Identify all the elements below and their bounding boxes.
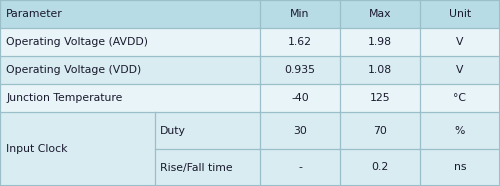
- Text: °C: °C: [454, 93, 466, 103]
- Text: Duty: Duty: [160, 126, 186, 135]
- Text: V: V: [456, 37, 464, 47]
- Bar: [260, 149, 340, 186]
- Bar: [260, 28, 340, 56]
- Bar: [420, 84, 500, 112]
- Bar: [260, 84, 340, 112]
- Text: %: %: [455, 126, 465, 135]
- Text: 70: 70: [373, 126, 387, 135]
- Bar: [0, 112, 155, 186]
- Bar: [260, 56, 340, 84]
- Bar: [155, 149, 260, 186]
- Text: -40: -40: [291, 93, 309, 103]
- Bar: [260, 0, 340, 28]
- Bar: [260, 112, 340, 149]
- Text: Min: Min: [290, 9, 310, 19]
- Bar: [155, 112, 260, 149]
- Text: Operating Voltage (AVDD): Operating Voltage (AVDD): [6, 37, 148, 47]
- Bar: [340, 56, 420, 84]
- Text: 125: 125: [370, 93, 390, 103]
- Text: 1.62: 1.62: [288, 37, 312, 47]
- Text: 0.935: 0.935: [284, 65, 316, 75]
- Text: 0.2: 0.2: [372, 163, 388, 172]
- Text: Operating Voltage (VDD): Operating Voltage (VDD): [6, 65, 141, 75]
- Text: 1.98: 1.98: [368, 37, 392, 47]
- Bar: [0, 84, 260, 112]
- Bar: [340, 84, 420, 112]
- Bar: [0, 56, 260, 84]
- Text: Unit: Unit: [449, 9, 471, 19]
- Text: ns: ns: [454, 163, 466, 172]
- Text: Input Clock: Input Clock: [6, 144, 68, 154]
- Bar: [420, 149, 500, 186]
- Bar: [0, 28, 260, 56]
- Bar: [340, 149, 420, 186]
- Text: -: -: [298, 163, 302, 172]
- Text: Junction Temperature: Junction Temperature: [6, 93, 122, 103]
- Text: Parameter: Parameter: [6, 9, 63, 19]
- Bar: [340, 28, 420, 56]
- Bar: [420, 112, 500, 149]
- Text: V: V: [456, 65, 464, 75]
- Text: Max: Max: [369, 9, 391, 19]
- Bar: [420, 0, 500, 28]
- Text: 1.08: 1.08: [368, 65, 392, 75]
- Bar: [340, 0, 420, 28]
- Bar: [0, 0, 260, 28]
- Bar: [420, 28, 500, 56]
- Bar: [420, 56, 500, 84]
- Text: Rise/Fall time: Rise/Fall time: [160, 163, 232, 172]
- Bar: [340, 112, 420, 149]
- Text: 30: 30: [293, 126, 307, 135]
